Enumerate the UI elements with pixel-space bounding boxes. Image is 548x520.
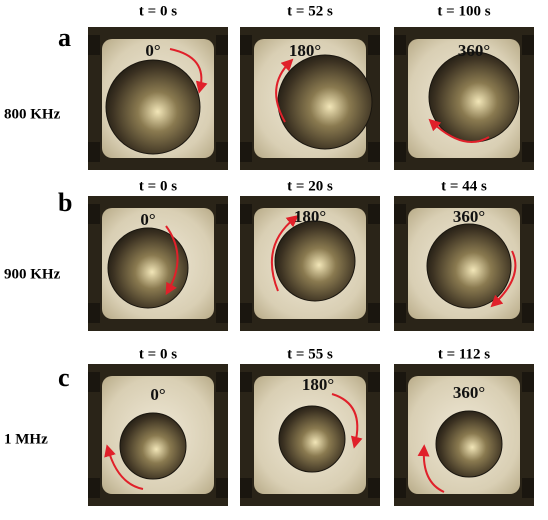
sphere (274, 220, 356, 302)
pillar (522, 35, 534, 55)
angle-label: 360° (453, 383, 485, 402)
pillar (522, 303, 534, 323)
rotation-arrow (417, 444, 445, 493)
pillar (88, 35, 100, 55)
time-label: t = 0 s (139, 346, 177, 362)
row-label: b (58, 188, 72, 217)
rotation-arrow (428, 118, 490, 143)
pillar (216, 372, 228, 392)
pillar (216, 35, 228, 55)
pillar (240, 303, 252, 323)
sphere (435, 410, 503, 478)
time-label: t = 0 s (139, 178, 177, 194)
pillar (240, 372, 252, 392)
pillar (88, 303, 100, 323)
pillar (88, 372, 100, 392)
pillar (216, 478, 228, 498)
rotation-arrow (169, 48, 208, 94)
sphere (277, 54, 373, 150)
rotation-arrow (104, 444, 144, 490)
time-label: t = 112 s (438, 346, 490, 362)
pillar (240, 142, 252, 162)
pillar (240, 204, 252, 224)
angle-label: 0° (140, 210, 155, 229)
angle-label: 360° (458, 41, 490, 60)
pillar (522, 142, 534, 162)
time-label: t = 44 s (441, 178, 487, 194)
pillar (368, 478, 380, 498)
angle-label: 0° (150, 385, 165, 404)
angle-label: 180° (302, 375, 334, 394)
frequency-label: 1 MHz (4, 431, 48, 447)
pillar (216, 303, 228, 323)
pillar (240, 478, 252, 498)
pillar (522, 204, 534, 224)
time-label: t = 0 s (139, 3, 177, 19)
rotation-arrow (270, 214, 299, 292)
pillar (216, 142, 228, 162)
rotation-arrow (165, 225, 179, 296)
pillar (368, 204, 380, 224)
pillar (368, 372, 380, 392)
row-label: a (58, 23, 71, 52)
pillar (88, 478, 100, 498)
pillar (394, 372, 406, 392)
rotation-arrow (490, 250, 517, 308)
pillar (368, 35, 380, 55)
rotation-arrow (331, 393, 363, 449)
time-label: t = 55 s (287, 346, 333, 362)
frequency-label: 800 KHz (4, 106, 61, 122)
pillar (394, 35, 406, 55)
pillar (394, 478, 406, 498)
row-label: c (58, 363, 70, 392)
angle-label: 180° (289, 41, 321, 60)
angle-label: 180° (294, 207, 326, 226)
pillar (368, 142, 380, 162)
pillar (88, 142, 100, 162)
time-label: t = 20 s (287, 178, 333, 194)
angle-label: 360° (453, 207, 485, 226)
pillar (522, 478, 534, 498)
pillar (216, 204, 228, 224)
time-label: t = 52 s (287, 3, 333, 19)
pillar (240, 35, 252, 55)
sphere (428, 51, 520, 143)
sphere (278, 405, 346, 473)
sphere (119, 412, 187, 480)
time-label: t = 100 s (437, 3, 490, 19)
pillar (368, 303, 380, 323)
rotation-arrow (275, 58, 294, 123)
angle-label: 0° (145, 41, 160, 60)
pillar (522, 372, 534, 392)
pillar (394, 303, 406, 323)
sphere (426, 223, 512, 309)
sphere (105, 59, 201, 155)
pillar (394, 204, 406, 224)
frequency-label: 900 KHz (4, 266, 61, 282)
pillar (394, 142, 406, 162)
pillar (88, 204, 100, 224)
